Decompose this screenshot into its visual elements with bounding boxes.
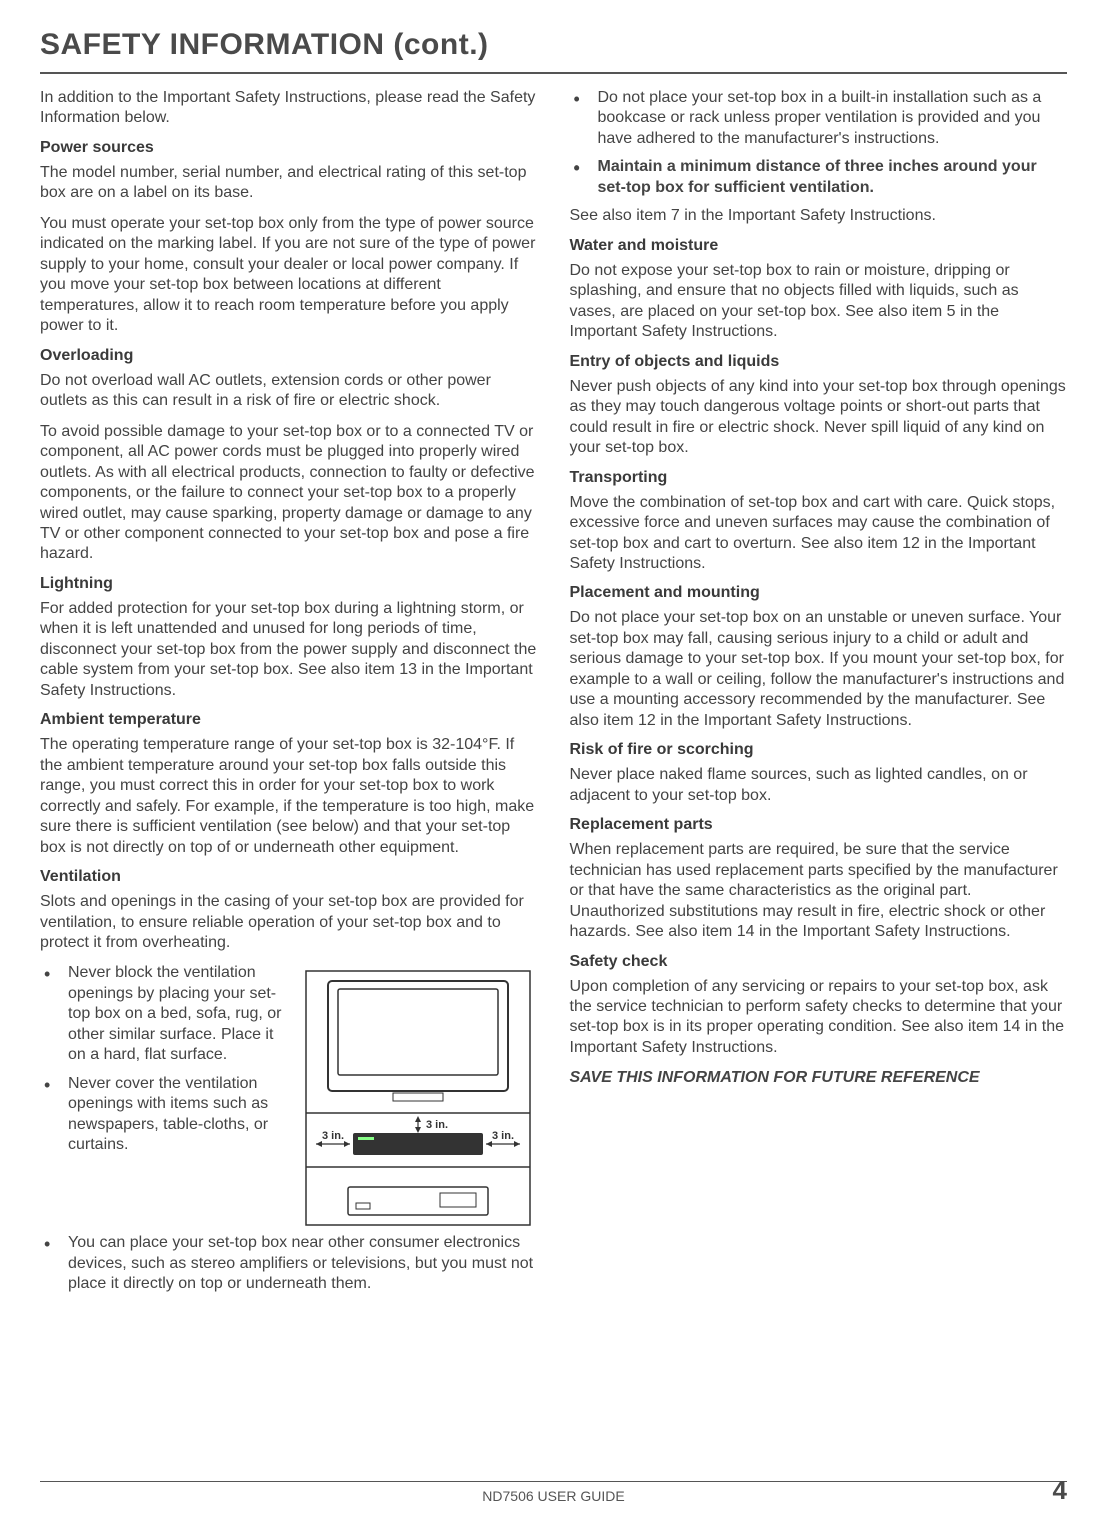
entry-p: Never push objects of any kind into your…: [570, 377, 1068, 459]
risk-p: Never place naked flame sources, such as…: [570, 765, 1068, 806]
ambient-p: The operating temperature range of your …: [40, 735, 538, 858]
ventilation-figure: 3 in. 3 in. 3 in.: [298, 963, 538, 1233]
page-footer: ND7506 USER GUIDE 4: [40, 1481, 1067, 1504]
heading-entry: Entry of objects and liquids: [570, 353, 1068, 371]
heading-power-sources: Power sources: [40, 139, 538, 157]
heading-safety-check: Safety check: [570, 953, 1068, 971]
heading-ambient: Ambient temperature: [40, 711, 538, 729]
heading-lightning: Lightning: [40, 575, 538, 593]
heading-risk: Risk of fire or scorching: [570, 741, 1068, 759]
content-columns: In addition to the Important Safety Inst…: [40, 88, 1067, 1303]
title-rule: [40, 72, 1067, 74]
heading-water: Water and moisture: [570, 237, 1068, 255]
lightning-p: For added protection for your set-top bo…: [40, 599, 538, 701]
transporting-p: Move the combination of set-top box and …: [570, 493, 1068, 575]
left-column: In addition to the Important Safety Inst…: [40, 88, 538, 1303]
heading-transporting: Transporting: [570, 469, 1068, 487]
dim-left-label: 3 in.: [322, 1130, 344, 1142]
safety-check-p: Upon completion of any servicing or repa…: [570, 977, 1068, 1059]
right-bullet-1: Do not place your set-top box in a built…: [570, 88, 1068, 149]
intro-text: In addition to the Important Safety Inst…: [40, 88, 538, 129]
power-p2: You must operate your set-top box only f…: [40, 214, 538, 337]
dim-top-label: 3 in.: [426, 1119, 448, 1131]
power-p1: The model number, serial number, and ele…: [40, 163, 538, 204]
ventilation-row: Never block the ventilation openings by …: [40, 963, 538, 1233]
right-bullet-2: Maintain a minimum distance of three inc…: [570, 157, 1068, 198]
footer-guide-label: ND7506 USER GUIDE: [482, 1488, 624, 1504]
ventilation-bullets-cont: You can place your set-top box near othe…: [40, 1233, 538, 1294]
placement-p: Do not place your set-top box on an unst…: [570, 608, 1068, 731]
save-reference: SAVE THIS INFORMATION FOR FUTURE REFEREN…: [570, 1068, 1068, 1088]
vent-bullet-1: Never block the ventilation openings by …: [40, 963, 286, 1065]
heading-replacement: Replacement parts: [570, 816, 1068, 834]
vent-bullet-3: You can place your set-top box near othe…: [40, 1233, 538, 1294]
dim-right-label: 3 in.: [492, 1130, 514, 1142]
see-item-7: See also item 7 in the Important Safety …: [570, 206, 1068, 226]
heading-placement: Placement and mounting: [570, 584, 1068, 602]
overload-p2: To avoid possible damage to your set-top…: [40, 422, 538, 565]
heading-ventilation: Ventilation: [40, 868, 538, 886]
overload-p1: Do not overload wall AC outlets, extensi…: [40, 371, 538, 412]
page-number: 4: [1053, 1475, 1067, 1506]
ventilation-bullets-wrap: Never block the ventilation openings by …: [40, 963, 286, 1163]
water-p: Do not expose your set-top box to rain o…: [570, 261, 1068, 343]
ventilation-p: Slots and openings in the casing of your…: [40, 892, 538, 953]
device-diagram-icon: 3 in. 3 in. 3 in.: [298, 963, 538, 1233]
right-column: Do not place your set-top box in a built…: [570, 88, 1068, 1303]
replacement-p: When replacement parts are required, be …: [570, 840, 1068, 942]
page-title: SAFETY INFORMATION (cont.): [40, 28, 1067, 62]
heading-overloading: Overloading: [40, 347, 538, 365]
vent-bullet-2: Never cover the ventilation openings wit…: [40, 1074, 286, 1156]
ventilation-bullets: Never block the ventilation openings by …: [40, 963, 286, 1155]
right-top-bullets: Do not place your set-top box in a built…: [570, 88, 1068, 198]
